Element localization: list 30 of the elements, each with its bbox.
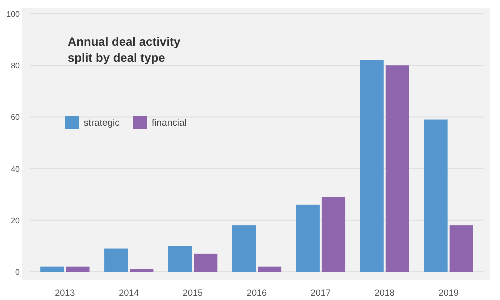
legend-label: strategic bbox=[84, 118, 120, 129]
y-tick-label: 80 bbox=[11, 62, 21, 71]
x-tick-label: 2014 bbox=[119, 288, 140, 298]
x-tick-label: 2015 bbox=[183, 288, 204, 298]
x-tick-label: 2013 bbox=[55, 288, 76, 298]
bar bbox=[232, 226, 256, 272]
y-tick-label: 20 bbox=[11, 216, 21, 226]
bar bbox=[40, 266, 64, 272]
y-tick-label: 60 bbox=[11, 113, 21, 122]
bar bbox=[258, 266, 282, 272]
legend-label: financial bbox=[152, 118, 187, 129]
bar bbox=[296, 204, 320, 272]
bar bbox=[450, 226, 474, 272]
x-tick-label: 2016 bbox=[246, 288, 268, 298]
bar bbox=[386, 66, 410, 272]
y-tick-label: 40 bbox=[11, 164, 21, 174]
bar bbox=[360, 60, 384, 272]
y-tick-label: 0 bbox=[16, 268, 21, 277]
x-tick-label: 2017 bbox=[310, 288, 331, 298]
bar bbox=[168, 246, 192, 272]
y-tick-label: 100 bbox=[6, 10, 21, 19]
x-tick-label: 2019 bbox=[438, 288, 459, 298]
x-tick-label: 2018 bbox=[374, 288, 395, 298]
bar bbox=[322, 197, 346, 272]
text: Annual deal activity split by deal type bbox=[68, 35, 182, 65]
bar bbox=[104, 248, 128, 272]
bar bbox=[66, 266, 90, 272]
bar bbox=[130, 269, 154, 272]
bar bbox=[424, 120, 448, 272]
bar bbox=[194, 254, 218, 272]
